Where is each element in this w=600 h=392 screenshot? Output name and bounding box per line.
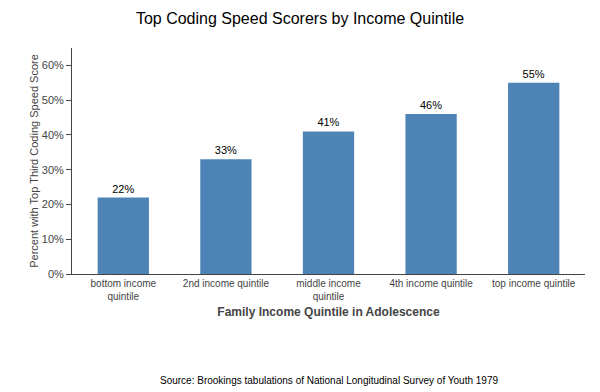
svg-text:41%: 41% <box>317 116 339 128</box>
svg-text:40%: 40% <box>42 129 64 141</box>
svg-text:46%: 46% <box>420 99 442 111</box>
svg-text:4th income quintile: 4th income quintile <box>389 278 473 289</box>
svg-text:0%: 0% <box>48 268 64 280</box>
svg-text:10%: 10% <box>42 233 64 245</box>
svg-text:middle incomequintile: middle incomequintile <box>296 278 361 302</box>
svg-text:Percent with Top Third Coding: Percent with Top Third Coding Speed Scor… <box>28 54 40 268</box>
svg-text:Source: Brookings tabulations: Source: Brookings tabulations of Nationa… <box>160 375 498 386</box>
svg-text:2nd income quintile: 2nd income quintile <box>183 278 270 289</box>
svg-text:Family Income Quintile in Adol: Family Income Quintile in Adolescence <box>217 305 440 319</box>
svg-text:22%: 22% <box>112 183 134 195</box>
svg-text:50%: 50% <box>42 94 64 106</box>
svg-text:bottom incomequintile: bottom incomequintile <box>91 278 157 302</box>
svg-text:top income quintile: top income quintile <box>492 278 576 289</box>
svg-text:60%: 60% <box>42 59 64 71</box>
svg-text:20%: 20% <box>42 198 64 210</box>
svg-text:30%: 30% <box>42 164 64 176</box>
svg-text:Top Coding Speed Scorers by In: Top Coding Speed Scorers by Income Quint… <box>136 10 464 27</box>
svg-text:33%: 33% <box>215 144 237 156</box>
svg-text:55%: 55% <box>523 68 545 80</box>
